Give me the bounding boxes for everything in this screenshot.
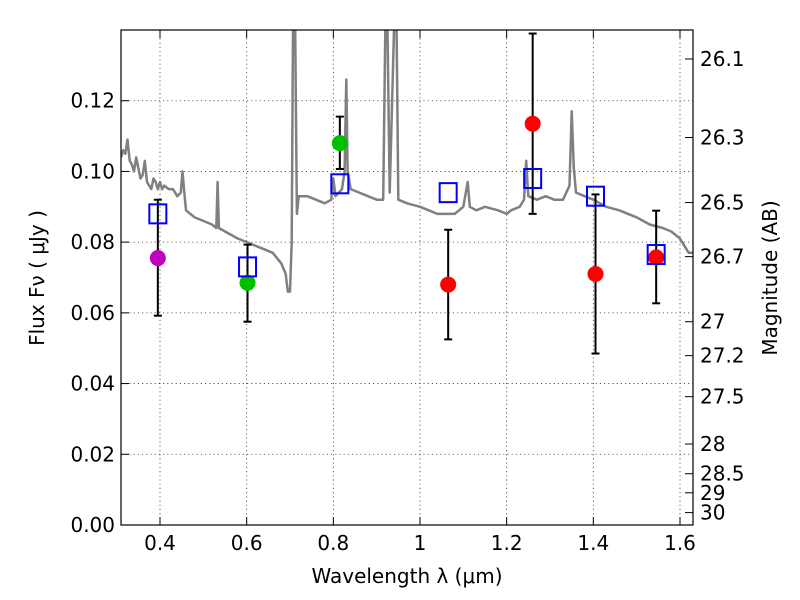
right-tick-label: 27.2 <box>700 344 745 368</box>
y-tick-label: 0.00 <box>70 513 115 537</box>
y-axis-title: Flux Fν ( μJy ) <box>25 210 49 346</box>
right-tick-label: 26.1 <box>700 47 745 71</box>
model_photometry-point <box>330 173 350 195</box>
model-spectrum-line <box>121 30 693 293</box>
right-tick-label: 30 <box>700 501 725 525</box>
y-tick-label: 0.10 <box>70 159 115 183</box>
x-tick-label: 1.4 <box>577 531 609 555</box>
observed_red-point <box>440 276 457 293</box>
observed_red-point <box>524 115 541 132</box>
model_photometry-point <box>438 182 458 204</box>
x-axis-title: Wavelength λ (μm) <box>311 564 502 588</box>
observed_green-point <box>331 135 348 152</box>
observed_red-point <box>648 249 665 266</box>
right-tick-label: 27 <box>700 310 725 334</box>
x-tick-label: 0.6 <box>231 531 263 555</box>
x-tick-label: 1.6 <box>664 531 696 555</box>
right-tick-label: 29 <box>700 481 725 505</box>
y-tick-label: 0.08 <box>70 230 115 254</box>
right-tick-label: 26.3 <box>700 125 745 149</box>
observed_violet-point <box>149 250 166 267</box>
right-axis-title: Magnitude (AB) <box>758 200 782 355</box>
model_photometry-point <box>238 256 258 278</box>
right-tick-label: 28 <box>700 432 725 456</box>
model_photometry-point <box>523 168 543 189</box>
markers-layer <box>148 115 666 293</box>
model-spectrum-layer <box>121 30 693 293</box>
y-tick-label: 0.04 <box>70 372 115 396</box>
error-bars-layer <box>153 32 661 355</box>
observed_green-point <box>239 274 256 291</box>
model_photometry-point <box>148 203 168 225</box>
ticks-layer: 0.4 0.6 0.8 1 1.2 1.4 1.6 0.00 0.02 0.04 0.06 0.08 0… <box>70 30 745 555</box>
right-tick-label: 26.7 <box>700 245 745 269</box>
y-tick-label: 0.06 <box>70 301 115 325</box>
model_photometry-point <box>646 244 666 266</box>
y-tick-label: 0.02 <box>70 442 115 466</box>
right-tick-label: 28.5 <box>700 462 745 486</box>
grid <box>121 30 693 526</box>
x-tick-label: 0.4 <box>144 531 176 555</box>
x-tick-label: 1 <box>414 531 427 555</box>
x-tick-label: 0.8 <box>317 531 349 555</box>
right-tick-label: 26.5 <box>700 191 745 215</box>
y-tick-label: 0.12 <box>70 89 115 113</box>
right-tick-label: 27.5 <box>700 385 745 409</box>
plot-frame <box>120 29 694 526</box>
x-tick-label: 1.2 <box>491 531 523 555</box>
observed_red-point <box>587 265 604 282</box>
model_photometry-point <box>586 185 605 207</box>
